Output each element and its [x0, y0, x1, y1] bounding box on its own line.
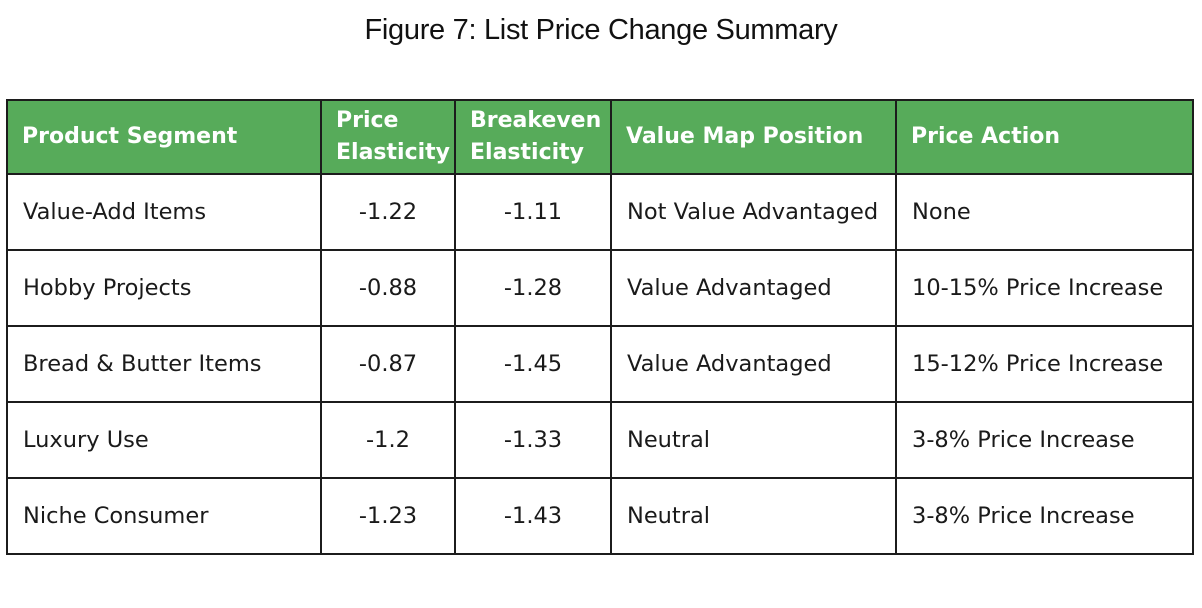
cell-value-map-position: Neutral [610, 477, 897, 555]
cell-product-segment: Bread & Butter Items [6, 325, 322, 403]
cell-product-segment: Value-Add Items [6, 173, 322, 251]
header-price-action: Price Action [895, 99, 1194, 175]
cell-price-elasticity: -1.2 [320, 401, 456, 479]
cell-value-map-position: Value Advantaged [610, 249, 897, 327]
cell-price-action: 15-12% Price Increase [895, 325, 1194, 403]
table-row: Bread & Butter Items -0.87 -1.45 Value A… [6, 325, 1194, 403]
header-value-map-position: Value Map Position [610, 99, 897, 175]
price-change-summary-table: Product Segment Price Elasticity Breakev… [6, 99, 1194, 555]
header-breakeven-elasticity: Breakeven Elasticity [454, 99, 612, 175]
header-product-segment: Product Segment [6, 99, 322, 175]
header-price-elasticity: Price Elasticity [320, 99, 456, 175]
cell-product-segment: Luxury Use [6, 401, 322, 479]
cell-price-elasticity: -0.87 [320, 325, 456, 403]
cell-price-action: 3-8% Price Increase [895, 401, 1194, 479]
cell-price-action: 10-15% Price Increase [895, 249, 1194, 327]
cell-price-elasticity: -1.22 [320, 173, 456, 251]
cell-product-segment: Niche Consumer [6, 477, 322, 555]
cell-price-action: 3-8% Price Increase [895, 477, 1194, 555]
cell-product-segment: Hobby Projects [6, 249, 322, 327]
table-row: Value-Add Items -1.22 -1.11 Not Value Ad… [6, 173, 1194, 251]
cell-breakeven-elasticity: -1.11 [454, 173, 612, 251]
figure-title: Figure 7: List Price Change Summary [364, 14, 838, 46]
cell-price-elasticity: -0.88 [320, 249, 456, 327]
cell-breakeven-elasticity: -1.45 [454, 325, 612, 403]
cell-value-map-position: Neutral [610, 401, 897, 479]
cell-value-map-position: Value Advantaged [610, 325, 897, 403]
table-row: Luxury Use -1.2 -1.33 Neutral 3-8% Price… [6, 401, 1194, 479]
table-row: Niche Consumer -1.23 -1.43 Neutral 3-8% … [6, 477, 1194, 555]
table-row: Hobby Projects -0.88 -1.28 Value Advanta… [6, 249, 1194, 327]
cell-breakeven-elasticity: -1.43 [454, 477, 612, 555]
cell-price-elasticity: -1.23 [320, 477, 456, 555]
cell-price-action: None [895, 173, 1194, 251]
cell-breakeven-elasticity: -1.28 [454, 249, 612, 327]
cell-breakeven-elasticity: -1.33 [454, 401, 612, 479]
cell-value-map-position: Not Value Advantaged [610, 173, 897, 251]
table-header-row: Product Segment Price Elasticity Breakev… [6, 99, 1194, 175]
